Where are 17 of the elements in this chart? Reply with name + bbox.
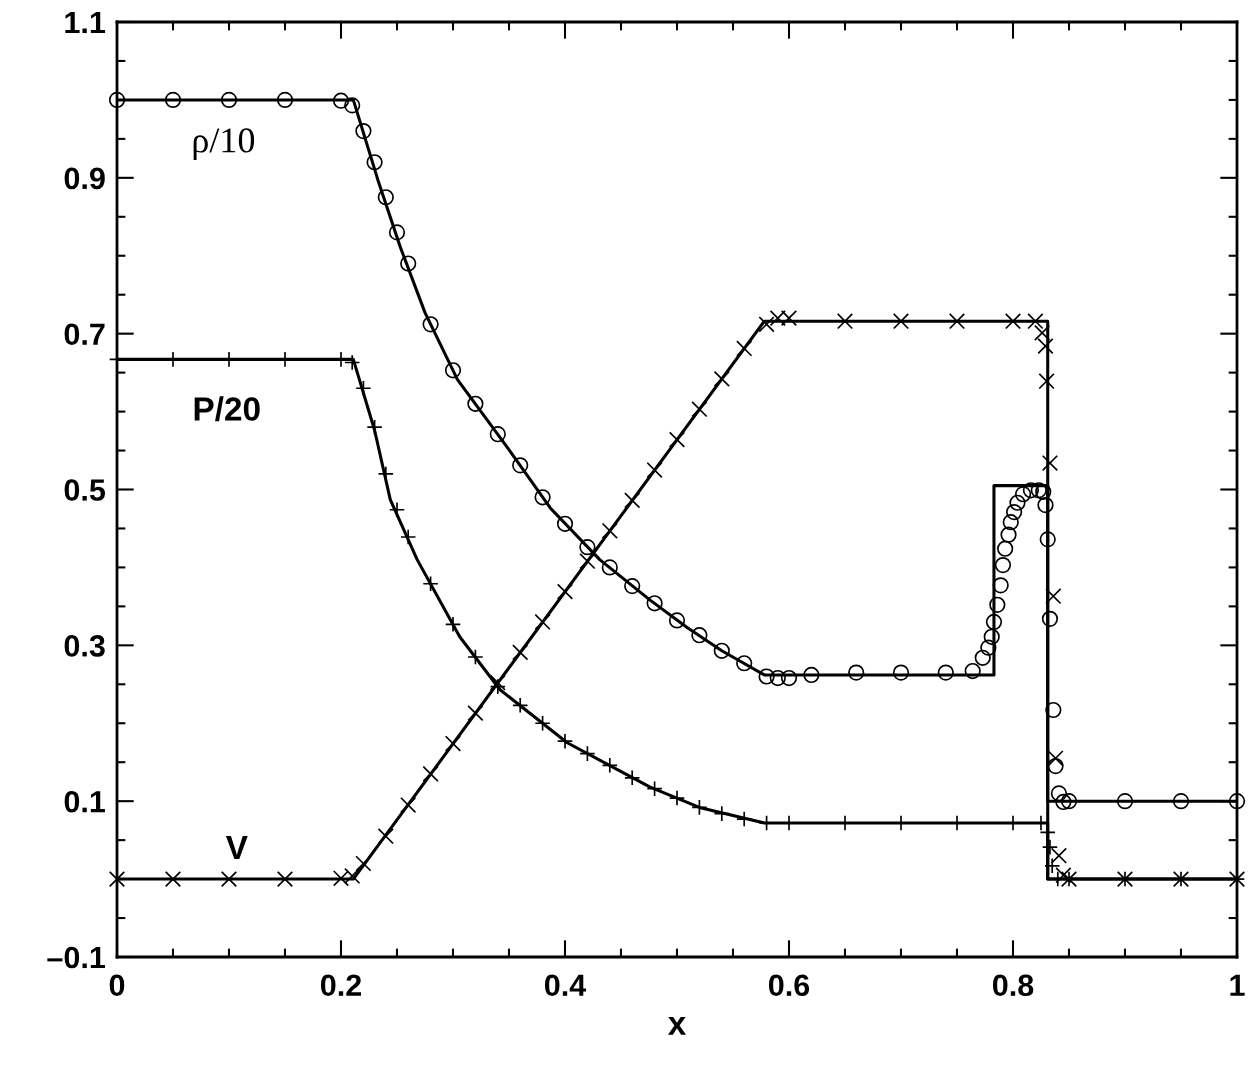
- x-tick-label: 0.8: [992, 974, 1034, 997]
- y-tick-label: 0.5: [64, 479, 106, 501]
- y-tick-label: 0.9: [64, 167, 105, 190]
- x-tick-label: 0.2: [320, 974, 362, 997]
- x-tick-label: 0: [109, 974, 125, 997]
- x-tick-label: 0.6: [768, 974, 810, 997]
- y-tick-label: 0.7: [64, 323, 105, 346]
- y-tick-label: 0.1: [64, 790, 106, 813]
- annotation: ρ/10: [193, 128, 255, 160]
- y-tick-label: 1.1: [65, 12, 106, 34]
- y-tick-label: –0.1: [47, 946, 106, 969]
- x-tick-label: 0.4: [544, 974, 587, 997]
- x-axis-title: x: [667, 1017, 687, 1035]
- annotation: P/20: [194, 396, 260, 422]
- y-tick-label: 0.3: [64, 635, 105, 657]
- annotation: V: [225, 836, 248, 860]
- x-tick-label: 1: [1230, 974, 1245, 996]
